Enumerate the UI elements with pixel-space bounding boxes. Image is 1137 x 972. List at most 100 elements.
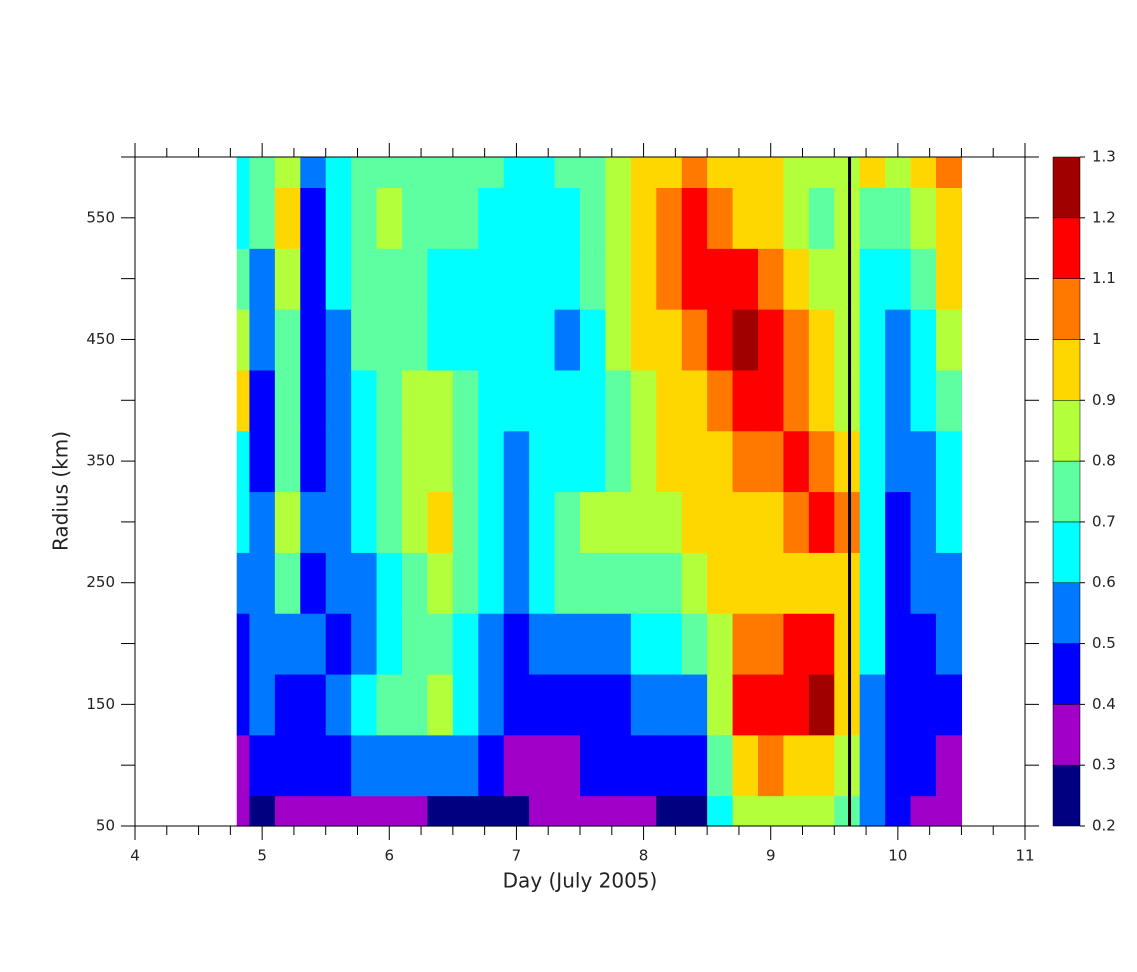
contour-cell — [452, 248, 479, 310]
colorbar-swatch — [1052, 278, 1081, 340]
colorbar-swatch — [1052, 643, 1081, 705]
contour-cell — [325, 248, 352, 310]
x-axis-label: Day (July 2005) — [503, 869, 658, 893]
contour-cell — [529, 613, 556, 675]
contour-cell — [681, 734, 708, 797]
contour-cell — [834, 309, 861, 371]
contour-cell — [478, 248, 505, 310]
contour-cell — [376, 673, 403, 736]
contour-cell — [325, 552, 352, 614]
contour-cell — [580, 157, 607, 189]
contour-cell — [758, 613, 785, 675]
contour-cell — [529, 734, 556, 797]
contour-cell — [936, 734, 963, 797]
contour-cell — [529, 430, 556, 493]
contour-cell — [910, 673, 937, 736]
colorbar-swatch — [1052, 400, 1081, 462]
contour-cell — [758, 552, 785, 614]
contour-cell — [452, 369, 479, 432]
contour-cell — [656, 552, 683, 614]
contour-cell — [783, 157, 810, 189]
contour-cell — [402, 309, 429, 371]
contour-cell — [452, 491, 479, 553]
contour-cell — [236, 795, 251, 827]
contour-cell — [732, 430, 759, 493]
contour-cell — [300, 491, 327, 553]
contour-cell — [503, 309, 530, 371]
contour-cell — [681, 673, 708, 736]
contour-cell — [274, 309, 301, 371]
contour-cell — [554, 248, 581, 310]
contour-cell — [376, 491, 403, 553]
contour-cell — [478, 157, 505, 189]
contour-cell — [236, 248, 251, 310]
contour-cell — [452, 309, 479, 371]
y-tick-label: 150 — [86, 695, 115, 713]
colorbar-swatch — [1052, 764, 1081, 827]
colorbar-label: 0.5 — [1092, 634, 1116, 652]
contour-cell — [834, 491, 861, 553]
contour-cell — [554, 491, 581, 553]
contour-cell — [859, 552, 886, 614]
contour-cell — [808, 369, 835, 432]
contour-cell — [910, 157, 937, 189]
y-axis-label: Radius (km) — [49, 431, 73, 551]
contour-cell — [249, 613, 276, 675]
contour-cell — [707, 613, 734, 675]
contour-cell — [503, 734, 530, 797]
contour-cell — [758, 491, 785, 553]
contour-cell — [656, 795, 683, 827]
contour-cell — [478, 552, 505, 614]
contour-cell — [707, 157, 734, 189]
x-tick-label: 9 — [766, 847, 776, 865]
contour-cell — [503, 552, 530, 614]
contour-cell — [300, 369, 327, 432]
contour-cell — [859, 673, 886, 736]
contour-cell — [351, 157, 378, 189]
contour-cell — [783, 734, 810, 797]
contour-cell — [605, 734, 632, 797]
contour-cell — [936, 430, 963, 493]
x-tick-label: 5 — [257, 847, 267, 865]
contour-cell — [758, 673, 785, 736]
contour-cell — [910, 795, 937, 827]
contour-cell — [859, 795, 886, 827]
colorbar-label: 0.2 — [1092, 817, 1116, 835]
contour-cell — [885, 430, 912, 493]
contour-cell — [834, 734, 861, 797]
contour-cell — [656, 157, 683, 189]
contour-cell — [656, 673, 683, 736]
contour-cell — [274, 673, 301, 736]
contour-cell — [274, 369, 301, 432]
contour-cell — [249, 309, 276, 371]
contour-cell — [630, 552, 657, 614]
contour-cell — [503, 187, 530, 249]
contour-cell — [427, 734, 454, 797]
contour-cell — [808, 430, 835, 493]
contour-cell — [758, 309, 785, 371]
contour-cell — [351, 309, 378, 371]
y-tick-label: 350 — [86, 452, 115, 470]
contour-cell — [452, 187, 479, 249]
contour-cell — [783, 309, 810, 371]
contour-cell — [859, 157, 886, 189]
contour-cell — [274, 248, 301, 310]
contour-cell — [605, 673, 632, 736]
contour-cell — [885, 613, 912, 675]
contour-cell — [376, 734, 403, 797]
contour-cell — [325, 491, 352, 553]
contour-cell — [478, 613, 505, 675]
contour-cell — [885, 157, 912, 189]
contour-cell — [859, 369, 886, 432]
contour-cell — [325, 613, 352, 675]
contour-cell — [274, 157, 301, 189]
contour-cell — [554, 613, 581, 675]
contour-cell — [758, 430, 785, 493]
contour-cell — [681, 613, 708, 675]
contour-cell — [554, 157, 581, 189]
contour-cell — [936, 491, 963, 553]
contour-cell — [656, 491, 683, 553]
contour-cell — [300, 673, 327, 736]
contour-cell — [427, 430, 454, 493]
contour-cell — [580, 430, 607, 493]
